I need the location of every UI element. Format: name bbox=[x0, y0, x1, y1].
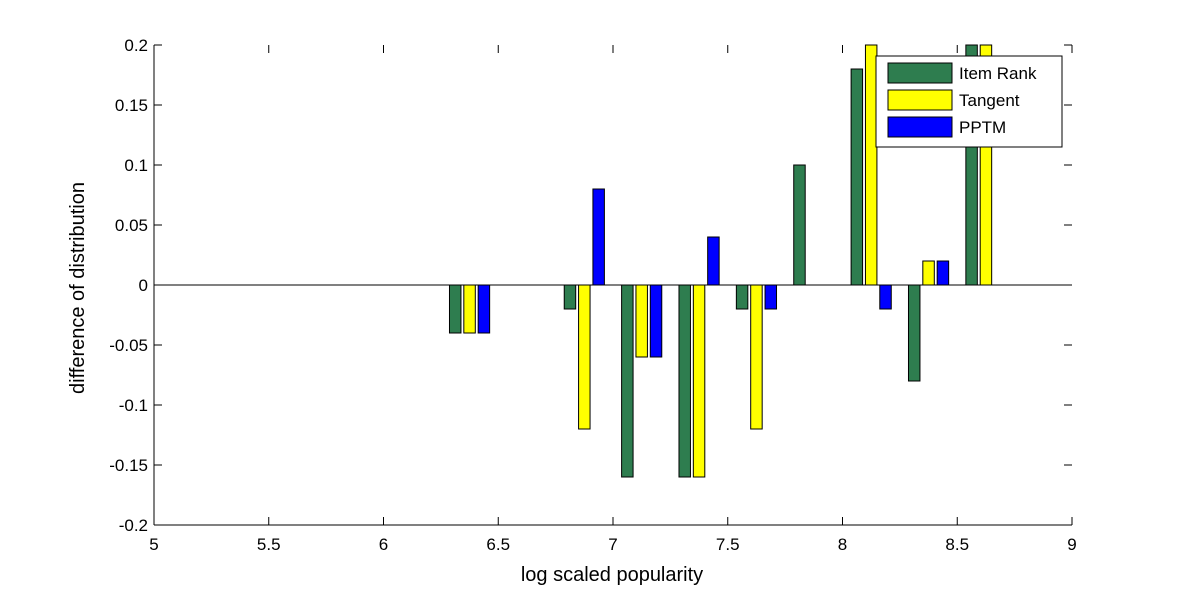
bar-pptm-1 bbox=[592, 188, 605, 286]
y-tick-label: 0 bbox=[139, 276, 148, 295]
y-tick-label: 0.2 bbox=[124, 36, 148, 55]
y-tick-label: 0.1 bbox=[124, 156, 148, 175]
bar-item-rank-8 bbox=[965, 44, 978, 286]
bar-tangent-3 bbox=[692, 284, 706, 478]
bar-item-rank-4 bbox=[735, 284, 749, 310]
bars-group bbox=[448, 44, 993, 478]
legend-label-item-rank: Item Rank bbox=[959, 64, 1037, 83]
y-axis-title: difference of distribution bbox=[67, 182, 89, 394]
y-tick-label: 0.05 bbox=[115, 216, 148, 235]
legend-label-tangent: Tangent bbox=[959, 91, 1020, 110]
bar-pptm-2 bbox=[649, 284, 663, 358]
bar-item-rank-6 bbox=[850, 68, 864, 286]
bar-tangent-2 bbox=[635, 284, 648, 358]
y-tick-label: -0.05 bbox=[109, 336, 148, 355]
bar-item-rank-1 bbox=[563, 284, 577, 310]
x-tick-label: 8.5 bbox=[945, 535, 969, 554]
x-ticks-group: 5 5.5 6 6.5 7 7.5 8 8.5 9 bbox=[149, 45, 1077, 554]
y-tick-label: -0.2 bbox=[119, 516, 148, 535]
legend-label-pptm: PPTM bbox=[959, 118, 1006, 137]
bar-pptm-3 bbox=[707, 236, 720, 286]
bar-item-rank-0 bbox=[448, 284, 462, 334]
x-tick-label: 8 bbox=[838, 535, 847, 554]
x-tick-label: 7.5 bbox=[716, 535, 740, 554]
bar-item-rank-7 bbox=[907, 284, 921, 382]
bar-item-rank-5 bbox=[793, 164, 806, 286]
bar-tangent-8 bbox=[979, 44, 993, 286]
bar-pptm-7 bbox=[936, 260, 950, 286]
x-tick-label: 6.5 bbox=[486, 535, 510, 554]
bar-item-rank-2 bbox=[621, 284, 634, 478]
x-axis-title: log scaled popularity bbox=[521, 564, 703, 586]
bar-pptm-6 bbox=[879, 284, 892, 310]
x-tick-label: 7 bbox=[608, 535, 617, 554]
x-tick-label: 5 bbox=[149, 535, 158, 554]
bar-tangent-7 bbox=[922, 260, 935, 286]
bar-tangent-1 bbox=[578, 284, 591, 430]
bar-pptm-4 bbox=[764, 284, 778, 310]
legend-swatch-item-rank bbox=[887, 62, 953, 84]
bar-tangent-4 bbox=[750, 284, 763, 430]
bar-pptm-0 bbox=[477, 284, 491, 334]
x-tick-label: 6 bbox=[379, 535, 388, 554]
x-tick-label: 9 bbox=[1067, 535, 1076, 554]
y-tick-label: -0.15 bbox=[109, 456, 148, 475]
y-ticks-group: -0.2 -0.15 -0.1 -0.05 0 0.05 0.1 0.15 0.2 bbox=[109, 36, 1072, 535]
bar-tangent-6 bbox=[864, 44, 878, 286]
legend-swatch-tangent bbox=[887, 89, 953, 111]
legend: Item Rank Tangent PPTM bbox=[875, 55, 1063, 148]
y-tick-label: 0.15 bbox=[115, 96, 148, 115]
bar-tangent-0 bbox=[463, 284, 476, 334]
x-tick-label: 5.5 bbox=[257, 535, 281, 554]
y-tick-label: -0.1 bbox=[119, 396, 148, 415]
legend-swatch-pptm bbox=[887, 116, 953, 138]
bar-item-rank-3 bbox=[678, 284, 691, 478]
